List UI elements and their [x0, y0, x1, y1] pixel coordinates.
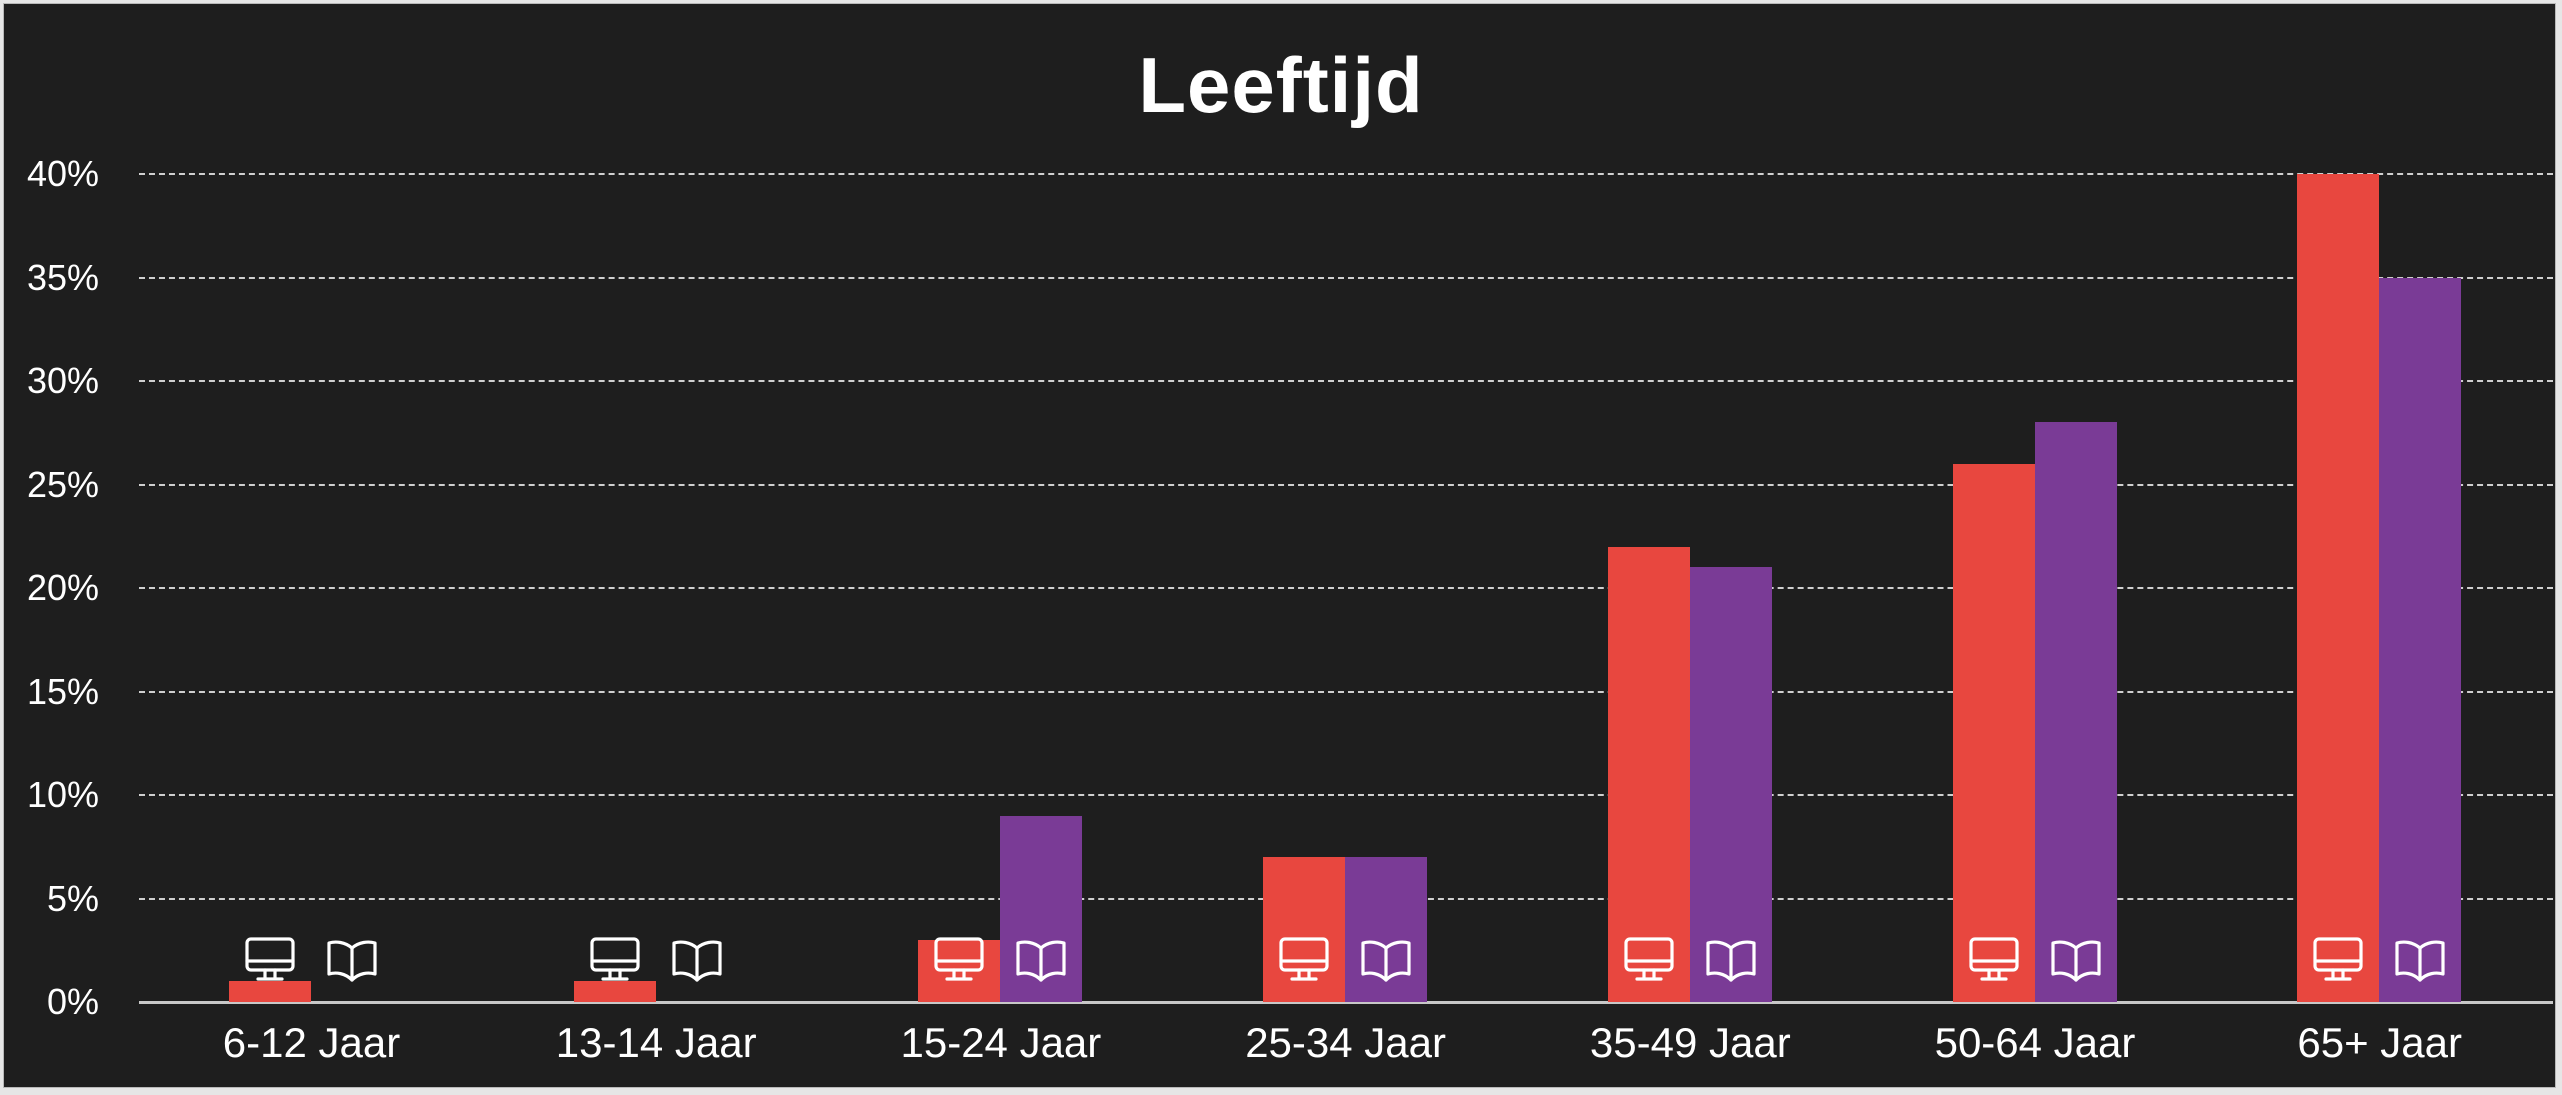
- y-tick-label: 30%: [26, 360, 99, 401]
- y-tick-label: 25%: [26, 463, 99, 505]
- bar-book[interactable]: [2034, 422, 2117, 1002]
- gridline: [139, 380, 2553, 382]
- book-icon: [670, 936, 724, 984]
- chart-title: Leeftijd: [1138, 41, 1424, 129]
- y-tick-label: 15%: [26, 670, 99, 712]
- bar-computer[interactable]: [573, 981, 656, 1002]
- x-category-label: 65+ Jaar: [2297, 1019, 2462, 1066]
- y-tick-label: 0%: [46, 981, 99, 1022]
- monitor-icon: [1277, 936, 1331, 984]
- gridline: [139, 587, 2553, 589]
- bar-computer[interactable]: [1607, 546, 1690, 1002]
- gridline: [139, 276, 2553, 279]
- x-category-label: 15-24 Jaar: [900, 1019, 1102, 1066]
- bar-book[interactable]: [2379, 277, 2462, 1002]
- book-icon: [1014, 936, 1068, 984]
- bar-computer[interactable]: [1952, 463, 2035, 1002]
- monitor-icon: [243, 936, 297, 984]
- book-icon: [2049, 936, 2103, 984]
- y-tick-label: 35%: [26, 256, 99, 298]
- x-category-label: 13-14 Jaar: [555, 1019, 757, 1066]
- x-axis-line: [139, 1001, 2553, 1004]
- x-category-label: 6-12 Jaar: [222, 1019, 401, 1066]
- bar-computer[interactable]: [2297, 174, 2380, 1002]
- monitor-icon: [932, 936, 986, 984]
- bar-book[interactable]: [1689, 567, 1772, 1002]
- bar-computer[interactable]: [229, 981, 311, 1002]
- monitor-icon: [588, 936, 642, 984]
- monitor-icon: [1622, 936, 1676, 984]
- gridline: [139, 794, 2553, 796]
- gridline: [139, 173, 2553, 175]
- x-category-label: 25-34 Jaar: [1245, 1019, 1446, 1066]
- gridline: [139, 690, 2553, 693]
- y-tick-label: 5%: [46, 877, 99, 919]
- gridline: [139, 483, 2553, 486]
- x-category-label: 50-64 Jaar: [1934, 1019, 2136, 1066]
- monitor-icon: [1967, 936, 2021, 984]
- book-icon: [1704, 936, 1758, 984]
- y-tick-label: 40%: [26, 153, 99, 194]
- book-icon: [2393, 936, 2447, 984]
- monitor-icon: [2311, 936, 2365, 984]
- y-tick-label: 10%: [26, 774, 99, 815]
- y-tick-label: 20%: [26, 567, 99, 608]
- book-icon: [325, 936, 379, 984]
- book-icon: [1359, 936, 1413, 984]
- x-category-label: 35-49 Jaar: [1589, 1019, 1791, 1066]
